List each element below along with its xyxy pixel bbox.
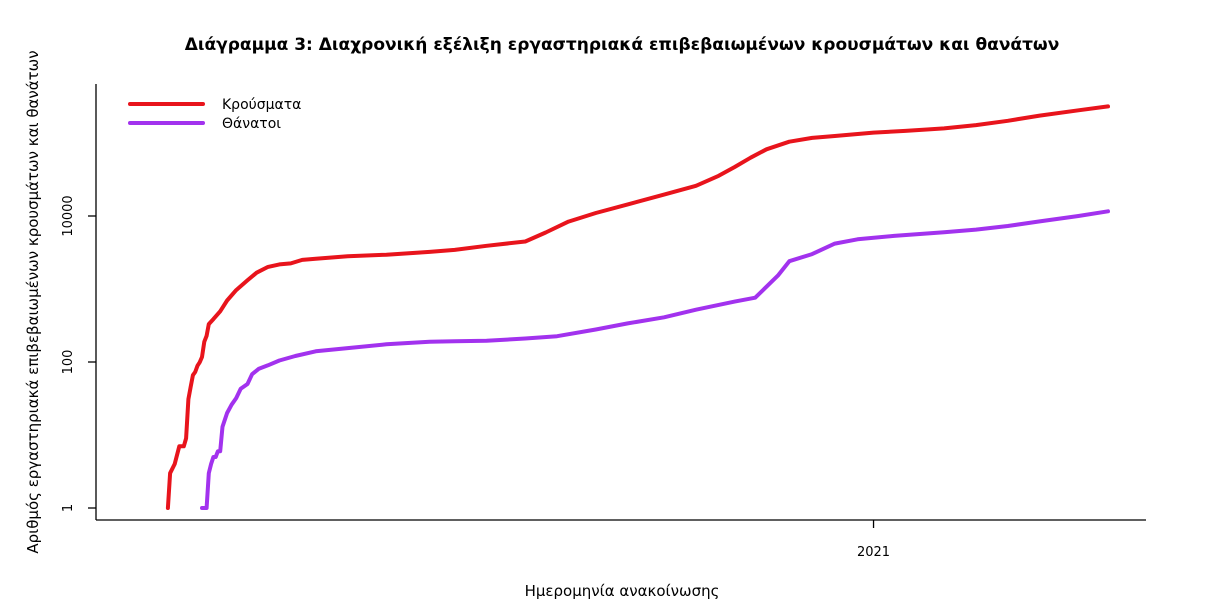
plot-area: 1 100 10000 2021 — [61, 84, 1146, 560]
series-line-2 — [200, 209, 1110, 510]
series-lines — [165, 104, 1110, 510]
y-axis-label: Αριθμός εργαστηριακά επιβεβαιωμένων κρου… — [24, 50, 42, 553]
legend-label: Κρούσματα — [222, 97, 301, 113]
legend-label: Θάνατοι — [222, 116, 281, 132]
legend: Κρούσματα Θάνατοι — [128, 97, 301, 132]
x-axis-ticks: 2021 — [857, 520, 890, 560]
y-tick-label: 100 — [61, 350, 76, 375]
chart-title: Διάγραμμα 3: Διαχρονική εξέλιξη εργαστηρ… — [185, 35, 1060, 55]
y-tick-label: 10000 — [61, 195, 76, 236]
series-line-1 — [165, 104, 1110, 510]
x-axis-label: Ημερομηνία ανακοίνωσης — [525, 582, 720, 600]
y-axis-ticks: 1 100 10000 — [61, 195, 96, 512]
y-tick-label: 1 — [61, 504, 76, 512]
x-tick-label: 2021 — [857, 545, 890, 560]
